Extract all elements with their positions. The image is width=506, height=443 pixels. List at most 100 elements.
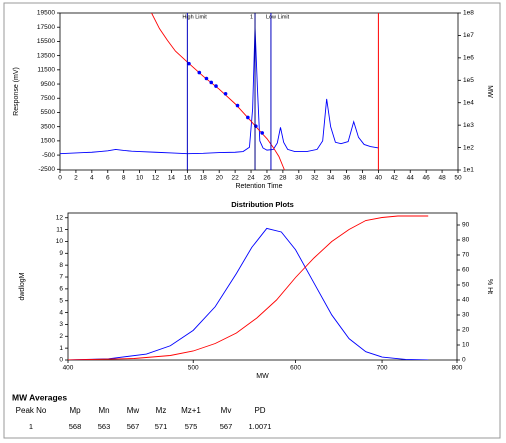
table-header: Mz xyxy=(156,406,167,415)
y2-tick-label: 1e7 xyxy=(463,32,474,39)
y-tick-label: 3 xyxy=(59,321,63,328)
table-cell: 563 xyxy=(98,422,111,431)
y-tick-label: 19500 xyxy=(37,10,55,17)
y-tick-label: 5500 xyxy=(41,109,56,116)
y-tick-label: 7 xyxy=(59,274,63,281)
x-tick-label: 700 xyxy=(377,365,388,372)
table-header: PD xyxy=(254,406,265,415)
limit-label: High Limit xyxy=(182,14,207,20)
x-tick-label: 600 xyxy=(290,365,301,372)
x-tick-label: 50 xyxy=(454,175,462,182)
table-header: Mw xyxy=(127,406,140,415)
y-tick-label: -2500 xyxy=(38,166,55,173)
y-tick-label: 11 xyxy=(56,226,63,233)
y2-tick-label: 70 xyxy=(462,252,470,259)
limit-label: Low Limit xyxy=(266,14,290,20)
x-tick-label: 42 xyxy=(391,175,399,182)
plot-area xyxy=(60,13,379,170)
y-tick-label: 2 xyxy=(59,333,63,340)
y2-tick-label: 90 xyxy=(462,222,470,229)
y-tick-label: 10 xyxy=(56,238,64,245)
table-title: MW Averages xyxy=(12,392,67,402)
x-tick-label: 16 xyxy=(184,175,192,182)
data-point xyxy=(260,131,264,135)
y-tick-label: 6 xyxy=(59,286,63,293)
table-header: Peak No xyxy=(16,406,47,415)
y-tick-label: 5 xyxy=(59,297,63,304)
x-tick-label: 40 xyxy=(375,175,383,182)
plot-area xyxy=(68,215,429,360)
y2-tick-label: 60 xyxy=(462,267,470,274)
y-tick-label: 7500 xyxy=(41,95,56,102)
plot-frame xyxy=(67,212,458,361)
x-tick-label: 22 xyxy=(232,175,240,182)
series-line xyxy=(151,13,285,170)
y-tick-label: 4 xyxy=(59,309,63,316)
x-tick-label: 20 xyxy=(216,175,224,182)
y-tick-label: 3500 xyxy=(41,123,56,130)
y-tick-label: 12 xyxy=(56,214,64,221)
x-tick-label: 14 xyxy=(168,175,176,182)
x-tick-label: 26 xyxy=(263,175,271,182)
y2-tick-label: 20 xyxy=(462,327,470,334)
x-tick-label: 500 xyxy=(188,365,199,372)
series-line xyxy=(68,215,429,360)
series-line xyxy=(60,27,379,155)
data-point xyxy=(223,91,228,96)
x-tick-label: 24 xyxy=(247,175,255,182)
y2-tick-label: 40 xyxy=(462,297,470,304)
x-tick-label: 34 xyxy=(327,175,335,182)
y2-tick-label: 80 xyxy=(462,237,470,244)
y-tick-label: -500 xyxy=(42,152,55,159)
y2-tick-label: 0 xyxy=(462,357,466,364)
x-tick-label: 36 xyxy=(343,175,351,182)
limit-label: 1 xyxy=(250,14,253,20)
table-cell: 1.0071 xyxy=(249,422,272,431)
data-point xyxy=(187,61,191,66)
data-point xyxy=(209,80,214,85)
x-tick-label: 12 xyxy=(152,175,160,182)
plot-frame xyxy=(59,12,459,171)
data-point xyxy=(235,103,240,108)
y-tick-label: 9 xyxy=(59,250,63,257)
y2-axis-label: MW xyxy=(486,85,493,98)
y-tick-label: 17500 xyxy=(37,24,55,31)
x-tick-label: 10 xyxy=(136,175,144,182)
table-cell: 571 xyxy=(155,422,168,431)
y-axis-label: Response (mV) xyxy=(13,67,20,116)
x-tick-label: 46 xyxy=(423,175,431,182)
y-tick-label: 1 xyxy=(59,345,63,352)
y2-tick-label: 50 xyxy=(462,282,470,289)
table-header: Mn xyxy=(98,406,109,415)
table-header: Mz+1 xyxy=(181,406,201,415)
y-tick-label: 9500 xyxy=(41,81,56,88)
x-tick-label: 32 xyxy=(311,175,319,182)
data-point xyxy=(246,115,250,120)
x-axis-label: MW xyxy=(256,373,269,380)
chart-title: Distribution Plots xyxy=(231,200,294,209)
y2-tick-label: 1e6 xyxy=(463,55,474,62)
x-tick-label: 38 xyxy=(359,175,367,182)
series-line xyxy=(68,227,429,360)
table-cell: 567 xyxy=(220,422,233,431)
table-cell: 575 xyxy=(185,422,198,431)
y-tick-label: 13500 xyxy=(37,52,55,59)
frame xyxy=(3,2,501,439)
y-tick-label: 15500 xyxy=(37,38,55,45)
x-tick-label: 2 xyxy=(74,175,78,182)
y2-tick-label: 1e8 xyxy=(463,10,474,17)
table-cell: 568 xyxy=(69,422,82,431)
x-tick-label: 28 xyxy=(279,175,287,182)
y2-tick-label: 1e5 xyxy=(463,77,474,84)
y-tick-label: 1500 xyxy=(41,138,56,145)
data-point xyxy=(197,70,202,75)
x-tick-label: 400 xyxy=(63,365,74,372)
y2-tick-label: 10 xyxy=(462,342,470,349)
x-tick-label: 0 xyxy=(58,175,62,182)
y2-tick-label: 1e3 xyxy=(463,122,474,129)
y2-axis-label: % Ht xyxy=(486,279,493,294)
y-tick-label: 11500 xyxy=(37,67,55,74)
y-tick-label: 0 xyxy=(59,357,63,364)
table-cell: 1 xyxy=(29,422,33,431)
